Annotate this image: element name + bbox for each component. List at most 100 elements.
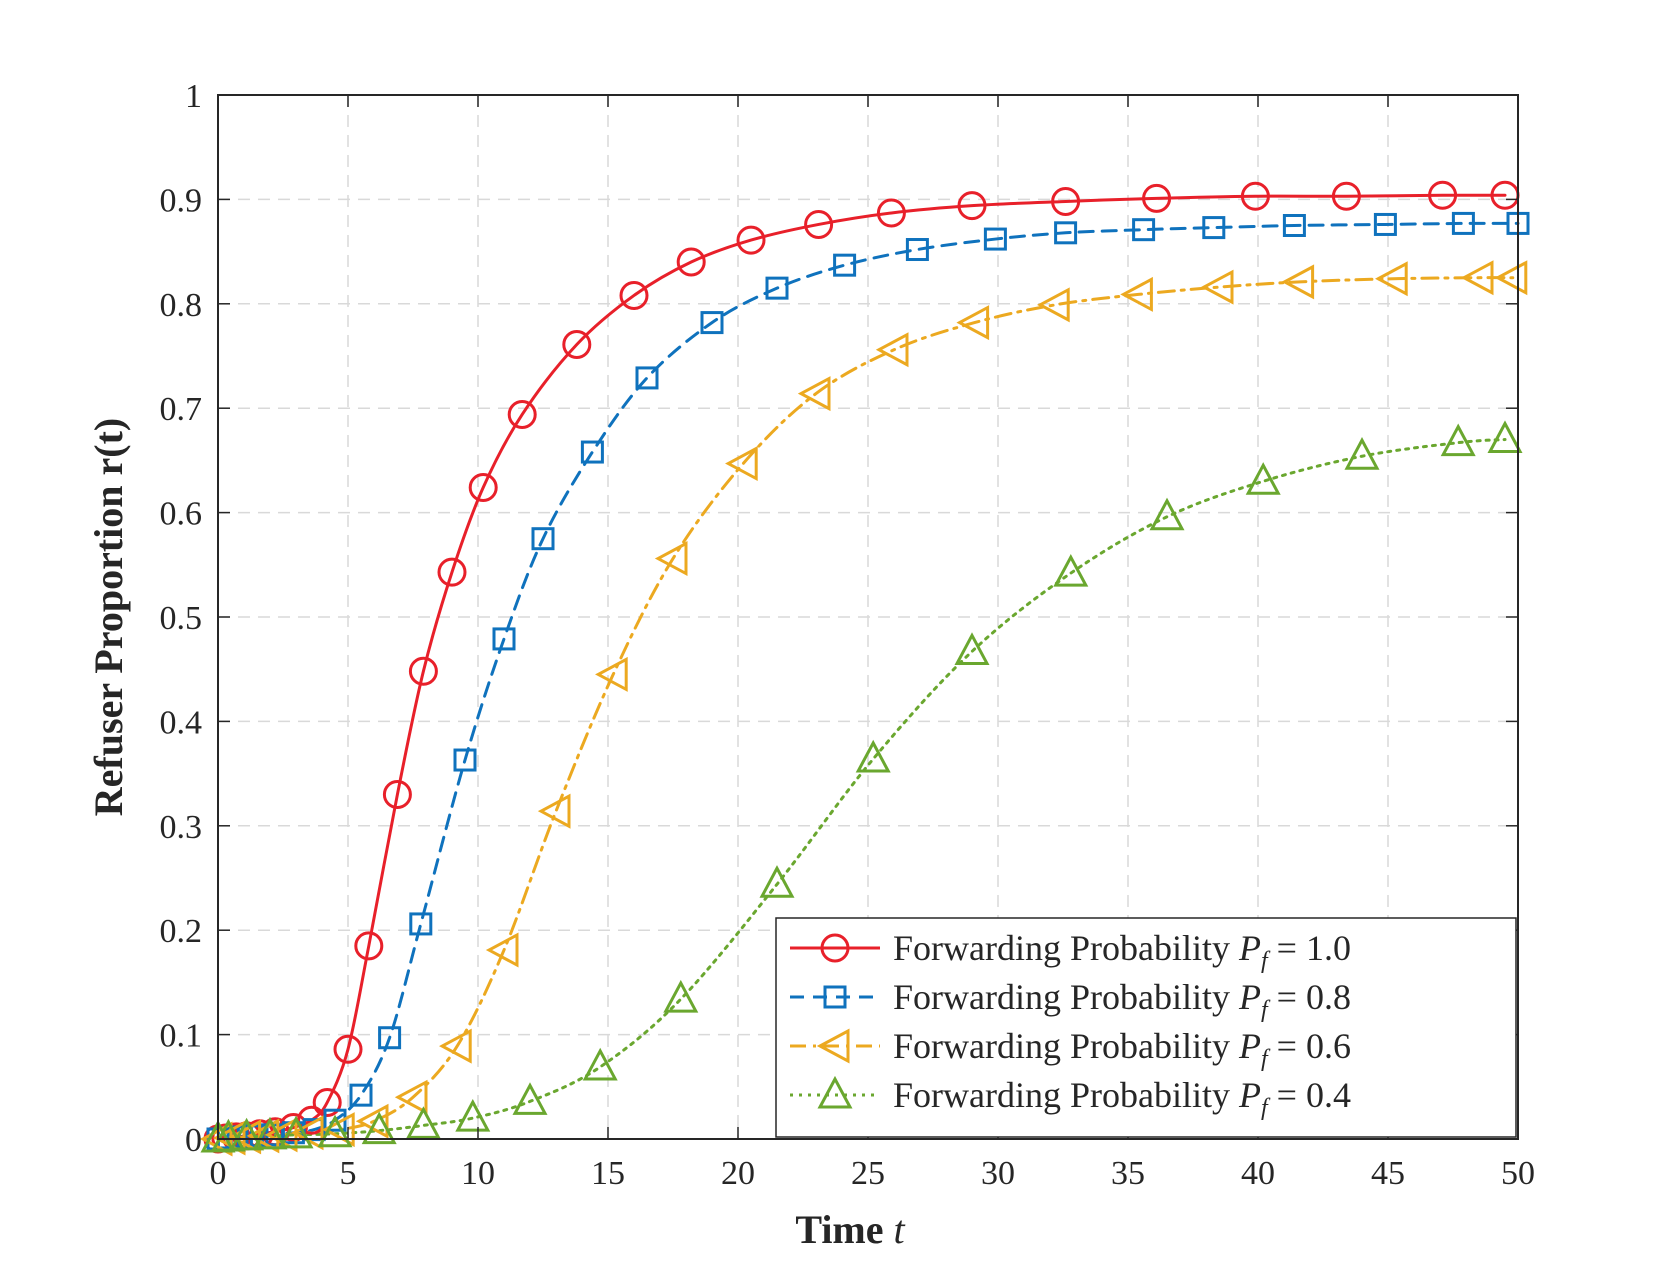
- data-point-s3-13: [855, 739, 891, 773]
- legend-label-3: Forwarding Probability Pf = 0.4: [893, 1075, 1351, 1121]
- data-point-s2-18: [1037, 287, 1070, 323]
- data-point-s2-9: [439, 1028, 472, 1064]
- data-point-s3-16: [1149, 497, 1185, 531]
- legend-sub: f: [1261, 1046, 1271, 1072]
- data-point-s3-20: [1487, 420, 1523, 454]
- x-tick-label: 35: [1111, 1155, 1145, 1192]
- y-tick-label: 1: [185, 78, 202, 115]
- data-point-s0-19: [736, 225, 766, 255]
- data-point-s2-14: [725, 446, 758, 482]
- legend-box: [775, 917, 1517, 1138]
- legend-prefix: Forwarding Probability: [893, 977, 1239, 1017]
- x-axis-label: Time t: [795, 1207, 905, 1252]
- data-point-s3-3: [252, 1116, 288, 1150]
- x-tick-label: 5: [340, 1155, 357, 1192]
- y-tick-label: 0.8: [160, 287, 203, 324]
- data-point-s1-15: [635, 366, 659, 390]
- x-tick-label: 50: [1501, 1155, 1535, 1192]
- y-tick-label: 0.1: [160, 1018, 203, 1055]
- data-point-s3-18: [1344, 437, 1380, 470]
- data-point-s1-10: [409, 912, 433, 936]
- x-tick-labels: 0 5 10 15 20 25 30 35 40 45 50: [210, 1155, 1536, 1192]
- data-point-s0-20: [804, 209, 834, 239]
- data-point-s3-1: [210, 1118, 246, 1152]
- legend-value: = 0.8: [1268, 977, 1351, 1017]
- data-point-s0-18: [676, 247, 706, 277]
- data-point-s2-24: [1494, 260, 1528, 296]
- legend-marker-3: [817, 1075, 853, 1109]
- data-point-s0-9: [333, 1034, 363, 1064]
- series-markers: [199, 180, 1530, 1157]
- data-point-s0-22: [957, 191, 987, 221]
- data-point-s2-20: [1200, 269, 1234, 305]
- data-point-s3-7: [405, 1106, 441, 1139]
- y-tick-label: 0: [185, 1122, 202, 1159]
- legend-value: = 1.0: [1268, 928, 1351, 968]
- legend-var: P: [1238, 1075, 1261, 1115]
- data-point-s0-25: [1240, 181, 1270, 211]
- legend-value: = 0.6: [1268, 1026, 1351, 1066]
- data-point-s2-16: [875, 332, 909, 368]
- data-point-s3-5: [317, 1114, 353, 1148]
- x-tick-label: 45: [1371, 1155, 1405, 1192]
- data-point-s3-8: [455, 1098, 491, 1132]
- y-tick-label: 0.3: [160, 809, 203, 846]
- y-tick-label: 0.4: [160, 704, 203, 741]
- x-tick-label: 20: [721, 1155, 755, 1192]
- x-tick-label: 30: [981, 1155, 1015, 1192]
- data-point-s2-19: [1120, 276, 1153, 312]
- legend-prefix: Forwarding Probability: [893, 1075, 1239, 1115]
- data-point-s2-13: [654, 541, 688, 577]
- legend-label-1: Forwarding Probability Pf = 0.8: [893, 977, 1351, 1023]
- legend-marker-1: [823, 985, 847, 1009]
- data-point-s0-8: [312, 1087, 342, 1117]
- legend-var: P: [1238, 928, 1261, 968]
- data-point-s3-11: [663, 979, 699, 1013]
- data-point-s2-8: [394, 1079, 428, 1115]
- data-point-s1-25: [1373, 212, 1397, 236]
- data-point-s2-15: [797, 376, 831, 412]
- legend-var: P: [1238, 977, 1261, 1017]
- legend-prefix: Forwarding Probability: [893, 1026, 1239, 1066]
- data-point-s1-22: [1132, 218, 1156, 242]
- data-point-s0-10: [354, 931, 384, 961]
- data-point-s1-21: [1054, 221, 1078, 245]
- data-point-s1-9: [378, 1026, 402, 1050]
- x-axis-label-var: t: [894, 1207, 906, 1252]
- data-point-s3-17: [1245, 462, 1281, 495]
- data-point-s1-14: [580, 440, 604, 464]
- legend-sub: f: [1261, 1095, 1271, 1121]
- data-point-s2-22: [1375, 261, 1408, 297]
- data-point-s0-16: [562, 330, 592, 360]
- x-tick-label: 15: [591, 1155, 625, 1192]
- y-tick-labels: 0 0.1 0.2 0.3 0.4 0.5 0.6 0.7 0.8 0.9 1: [160, 78, 203, 1159]
- legend-marker-2: [816, 1028, 850, 1064]
- data-point-s2-11: [537, 793, 571, 829]
- data-point-s0-14: [468, 473, 498, 503]
- y-tick-label: 0.7: [160, 391, 203, 428]
- legend-label-2: Forwarding Probability Pf = 0.6: [893, 1026, 1351, 1072]
- data-point-s1-16: [700, 311, 724, 335]
- data-point-s0-12: [408, 656, 438, 686]
- data-point-s1-24: [1282, 214, 1306, 237]
- x-axis-label-text: Time: [795, 1207, 883, 1252]
- x-tick-label: 0: [210, 1155, 227, 1192]
- data-point-s2-17: [956, 305, 990, 341]
- data-point-s3-2: [229, 1117, 265, 1151]
- legend-label-0: Forwarding Probability Pf = 1.0: [893, 928, 1351, 974]
- data-point-s1-17: [765, 276, 789, 300]
- y-axis-label: Refuser Proportion r(t): [86, 418, 131, 816]
- data-point-s3-6: [361, 1111, 397, 1145]
- data-point-s0-23: [1051, 186, 1081, 216]
- data-point-s1-12: [492, 627, 516, 651]
- data-point-s3-12: [759, 865, 795, 898]
- data-point-s1-13: [531, 527, 555, 551]
- data-point-s0-21: [876, 198, 906, 228]
- data-point-s0-17: [619, 280, 649, 310]
- data-point-s3-9: [512, 1082, 548, 1115]
- y-tick-label: 0.9: [160, 182, 203, 219]
- data-point-s2-23: [1460, 260, 1494, 296]
- x-tick-label: 10: [461, 1155, 495, 1192]
- data-point-s2-6: [322, 1112, 355, 1148]
